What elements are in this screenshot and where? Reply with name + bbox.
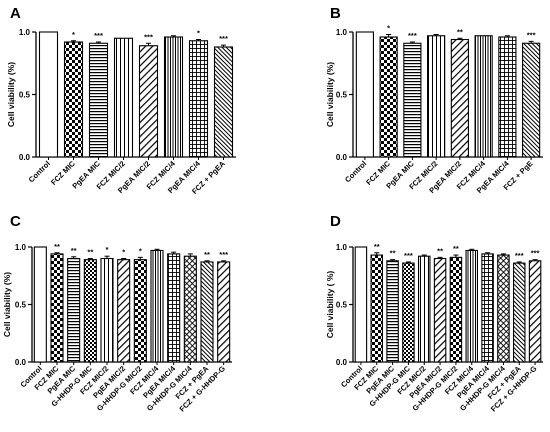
bar	[200, 261, 214, 363]
bar	[217, 261, 231, 363]
bar	[449, 256, 463, 363]
bar	[150, 249, 164, 363]
y-tick-label: 1.0	[15, 243, 27, 252]
bar	[427, 35, 446, 158]
y-tick-label: 0.0	[336, 153, 348, 162]
bar	[38, 31, 59, 158]
bar	[183, 255, 197, 363]
bar	[528, 260, 542, 363]
y-axis-title: Cell viability (%)	[325, 62, 335, 127]
y-tick-label: 0.0	[15, 358, 27, 367]
bar	[63, 41, 84, 158]
bar	[379, 36, 398, 158]
bar	[497, 254, 510, 363]
bar	[465, 249, 478, 363]
bar	[417, 255, 431, 363]
significance-marker: **	[453, 244, 459, 253]
significance-marker: ***	[527, 30, 536, 39]
bar	[88, 42, 109, 158]
bar	[117, 259, 131, 363]
y-tick-label: 0.5	[336, 91, 348, 100]
significance-marker: **	[54, 242, 60, 251]
bar	[512, 262, 526, 363]
significance-marker: ***	[408, 31, 417, 40]
panel-letter: B	[330, 5, 341, 22]
y-tick-label: 0.5	[15, 301, 27, 310]
significance-marker: *	[72, 30, 75, 39]
bar	[474, 35, 493, 158]
y-axis-title: Cell viability (%)	[6, 62, 16, 127]
bar	[481, 253, 494, 363]
significance-marker: *	[106, 245, 109, 254]
significance-marker: *	[387, 24, 390, 33]
panel-letter: C	[10, 213, 21, 230]
bar	[100, 257, 114, 363]
bar	[50, 253, 64, 363]
bar	[370, 254, 383, 363]
bar	[188, 40, 209, 158]
y-axis-title: Cell viability ( %)	[325, 271, 335, 339]
significance-marker: **	[87, 248, 93, 257]
significance-marker: **	[390, 249, 396, 258]
significance-marker: *	[122, 248, 125, 257]
significance-marker: **	[374, 242, 380, 251]
bar	[138, 45, 159, 158]
bar	[33, 246, 47, 363]
bar	[402, 262, 415, 363]
bar	[450, 38, 469, 158]
bar	[113, 37, 134, 158]
significance-marker: **	[204, 250, 210, 259]
significance-marker: ***	[531, 249, 540, 258]
y-tick-label: 1.0	[19, 28, 31, 37]
significance-marker: **	[71, 246, 77, 255]
y-tick-label: 0.0	[336, 358, 348, 367]
significance-marker: *	[197, 29, 200, 38]
y-tick-label: 1.0	[336, 28, 348, 37]
significance-marker: *	[139, 246, 142, 255]
y-tick-label: 0.5	[19, 91, 31, 100]
significance-marker: ***	[94, 31, 103, 40]
y-tick-label: 0.0	[19, 153, 31, 162]
significance-marker: ***	[515, 251, 524, 260]
y-tick-label: 0.5	[336, 301, 348, 310]
bar	[498, 36, 517, 158]
bar	[163, 36, 184, 158]
significance-marker: ***	[144, 32, 153, 41]
significance-marker: ***	[219, 250, 228, 259]
bar	[386, 260, 399, 363]
bar	[67, 257, 81, 363]
bar	[83, 259, 97, 363]
panel-letter: A	[10, 5, 21, 22]
significance-marker: ***	[219, 34, 228, 43]
y-axis-title: Cell viability (%)	[2, 272, 12, 337]
y-tick-label: 1.0	[336, 243, 348, 252]
bar	[355, 31, 374, 158]
bar	[403, 42, 422, 158]
bar	[354, 246, 368, 363]
significance-marker: ***	[404, 251, 413, 260]
significance-marker: **	[437, 246, 443, 255]
bar	[522, 42, 541, 158]
significance-marker: **	[457, 27, 463, 36]
panel-letter: D	[330, 213, 341, 230]
bar	[213, 46, 234, 158]
bar	[167, 253, 181, 363]
bar	[133, 259, 147, 363]
bar	[433, 257, 447, 363]
